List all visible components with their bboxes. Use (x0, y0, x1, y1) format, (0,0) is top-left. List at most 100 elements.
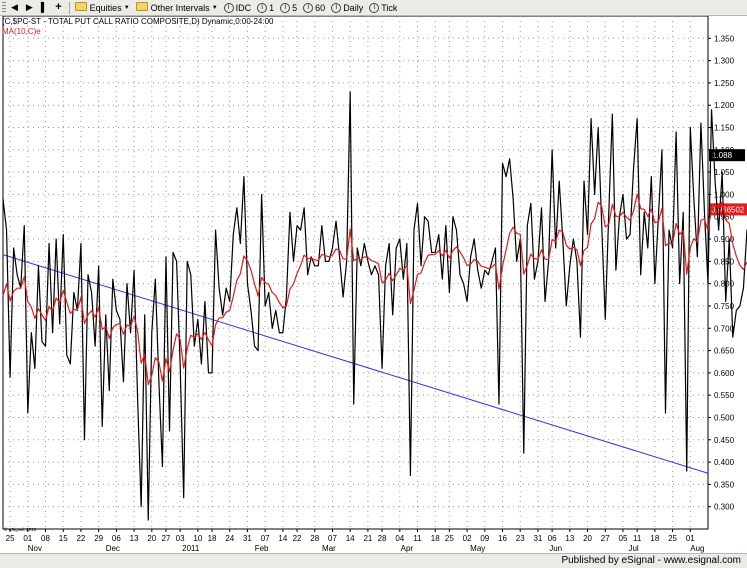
last-value-label: 1.088 (712, 151, 733, 160)
x-month-label: Jul (628, 544, 638, 553)
y-tick-label: 1.350 (714, 34, 735, 43)
y-tick-label: 1.150 (714, 124, 735, 133)
x-tick-label: 16 (498, 534, 507, 543)
interval-daily-button[interactable]: I Daily (328, 1, 366, 15)
y-tick-label: 0.650 (714, 347, 735, 356)
clock-icon: I (257, 2, 268, 13)
interval-1-button[interactable]: I 1 (254, 1, 277, 15)
dropdown-caret-icon: ▼ (123, 4, 130, 11)
y-tick-label: 0.300 (714, 503, 735, 512)
x-tick-label: 20 (583, 534, 592, 543)
chart-toolbar: ◀ ▶ ▌ + Equities ▼ Other Intervals ▼ I I… (0, 0, 747, 16)
x-month-label: Apr (401, 544, 414, 553)
x-month-label: Mar (322, 544, 336, 553)
x-tick-label: 22 (293, 534, 302, 543)
x-tick-label: 01 (23, 534, 32, 543)
interval-5-label: 5 (292, 2, 298, 13)
toolbar-separator (68, 1, 70, 14)
x-tick-label: 31 (243, 534, 252, 543)
interval-tick-button[interactable]: I Tick (366, 1, 400, 15)
folder-icon (74, 2, 87, 11)
y-tick-label: 0.500 (714, 413, 735, 422)
y-tick-label: 1.250 (714, 79, 735, 88)
x-tick-label: 08 (41, 534, 50, 543)
x-tick-label: 03 (176, 534, 185, 543)
right-arrow-icon: ▶ (25, 2, 33, 12)
ma-legend: MA(10,C)e (2, 27, 41, 36)
x-tick-label: 11 (413, 534, 422, 543)
x-month-label: 2011 (182, 544, 200, 553)
clock-icon: I (369, 2, 380, 13)
x-tick-label: 15 (59, 534, 68, 543)
left-arrow-icon: ◀ (11, 2, 18, 12)
x-tick-label: 18 (208, 534, 217, 543)
bar-icon: ▌ (40, 2, 48, 12)
x-tick-label: 24 (225, 534, 234, 543)
interval-60-label: 60 (315, 2, 326, 13)
x-tick-label: 01 (686, 534, 695, 543)
y-tick-label: 0.450 (714, 436, 735, 445)
ma-last-value-label: 0.966502 (711, 205, 745, 214)
interval-idc-button[interactable]: I IDC (221, 1, 255, 15)
interval-tick-label: Tick (381, 2, 398, 13)
ma-last-value-tag (709, 203, 747, 216)
plus-icon: + (55, 1, 62, 13)
interval-60-button[interactable]: I 60 (300, 1, 328, 15)
y-tick-label: 0.550 (714, 391, 735, 400)
clock-icon: I (223, 2, 234, 13)
y-tick-label: 0.800 (714, 280, 735, 289)
chart-title: (C,$PC-ST - TOTAL PUT CALL RATIO COMPOSI… (2, 17, 274, 26)
x-tick-label: 18 (431, 534, 440, 543)
toolbar-grip[interactable] (2, 1, 6, 14)
grid (2, 16, 709, 530)
x-tick-label: 14 (278, 534, 287, 543)
x-tick-label: 20 (147, 534, 156, 543)
other-intervals-label: Other Intervals (150, 2, 210, 13)
put-call-ratio-chart[interactable]: 25 01 08 15 22 29 06 13 20 27 03 10 18 24 31 07 14 22 28 07… (0, 16, 747, 553)
x-tick-label: 28 (378, 534, 387, 543)
x-month-label: Dec (106, 544, 120, 553)
x-tick-label: 18 (650, 534, 659, 543)
x-tick-label: 11 (633, 534, 642, 543)
clock-icon: I (280, 2, 291, 13)
y-tick-label: 1.050 (714, 168, 735, 177)
x-tick-label: 23 (516, 534, 525, 543)
x-tick-label: 28 (310, 534, 319, 543)
interval-1-label: 1 (269, 2, 275, 13)
other-intervals-menu[interactable]: Other Intervals ▼ (133, 1, 221, 15)
interval-daily-label: Daily (343, 2, 364, 13)
x-tick-label: 31 (533, 534, 542, 543)
bar-button[interactable]: ▌ (38, 1, 52, 15)
x-tick-label: 14 (346, 534, 355, 543)
y-axis: 0.300 0.350 0.400 0.450 0.500 0.550 0.600 0.650… (708, 34, 747, 512)
x-axis: 25 01 08 15 22 29 06 13 20 27 03 10 18 24 31 07 14 22 28 07… (6, 529, 704, 553)
y-tick-label: 0.400 (714, 458, 735, 467)
x-tick-label: 27 (162, 534, 171, 543)
x-tick-label: 13 (130, 534, 139, 543)
x-tick-label: 21 (363, 534, 372, 543)
add-button[interactable]: + (52, 1, 66, 15)
x-tick-label: 29 (94, 534, 103, 543)
y-tick-label: 0.750 (714, 302, 735, 311)
footer-text: Published by eSignal - www.esignal.com (561, 555, 741, 566)
equities-label: Equities (89, 2, 122, 13)
x-tick-label: 02 (463, 534, 472, 543)
esignal-watermark: © eSignal, 2010 (4, 526, 37, 532)
back-arrow-button[interactable]: ◀ (8, 1, 23, 15)
interval-5-button[interactable]: I 5 (277, 1, 300, 15)
moving-average-line (2, 193, 747, 386)
x-month-label: Aug (690, 544, 704, 553)
x-month-label: Feb (255, 544, 269, 553)
dropdown-caret-icon: ▼ (211, 4, 218, 11)
x-month-label: Jun (549, 544, 562, 553)
x-tick-label: 07 (328, 534, 337, 543)
chart-labels: (C,$PC-ST - TOTAL PUT CALL RATIO COMPOSI… (2, 17, 274, 532)
x-tick-label: 10 (193, 534, 202, 543)
plot-area (2, 16, 709, 530)
forward-arrow-button[interactable]: ▶ (23, 1, 38, 15)
x-tick-label: 06 (548, 534, 557, 543)
folder-icon (135, 2, 148, 11)
equities-menu[interactable]: Equities ▼ (72, 1, 133, 15)
footer-bar: Published by eSignal - www.esignal.com (0, 553, 747, 568)
